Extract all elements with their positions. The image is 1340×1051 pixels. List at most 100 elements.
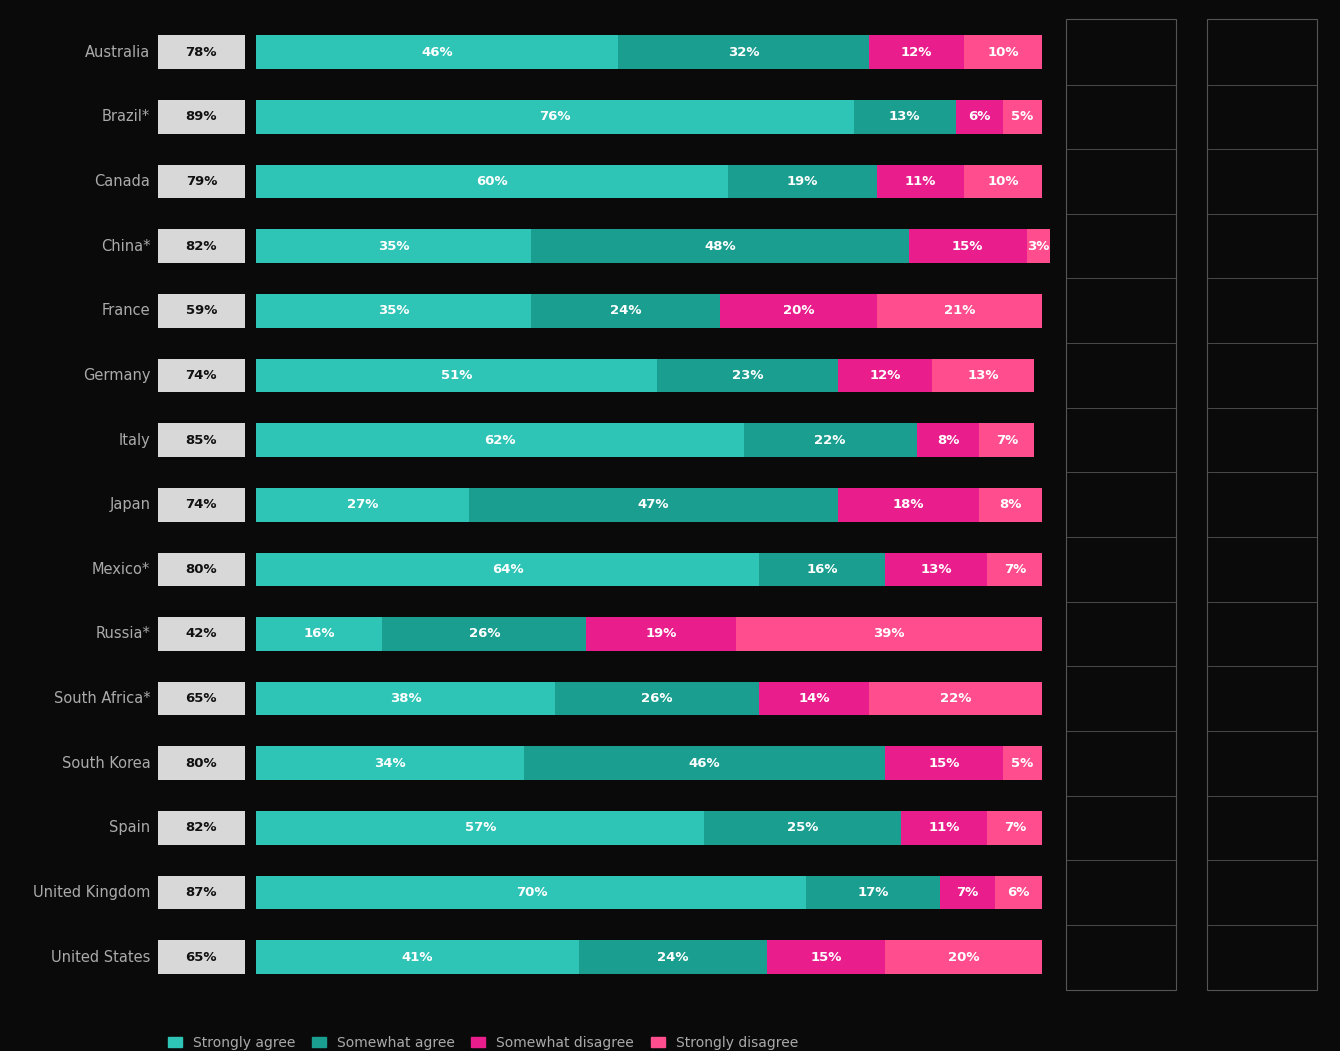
- Text: China*: China*: [100, 239, 150, 253]
- Bar: [256, 682, 555, 716]
- Text: 24%: 24%: [610, 305, 642, 317]
- Bar: [988, 553, 1043, 586]
- Text: 20%: 20%: [783, 305, 815, 317]
- FancyBboxPatch shape: [158, 811, 245, 845]
- Bar: [878, 165, 963, 199]
- Text: 39%: 39%: [874, 627, 905, 640]
- Text: 41%: 41%: [402, 951, 433, 964]
- Text: 80%: 80%: [185, 563, 217, 576]
- Text: 23%: 23%: [732, 369, 764, 382]
- Bar: [579, 941, 768, 974]
- Text: 10%: 10%: [988, 174, 1018, 188]
- Text: 74%: 74%: [186, 498, 217, 511]
- Text: 89%: 89%: [186, 110, 217, 123]
- Bar: [917, 424, 980, 457]
- Text: 7%: 7%: [1004, 563, 1026, 576]
- FancyBboxPatch shape: [158, 165, 245, 199]
- Text: 82%: 82%: [186, 240, 217, 252]
- Text: 65%: 65%: [186, 693, 217, 705]
- Text: 80%: 80%: [185, 757, 217, 769]
- FancyBboxPatch shape: [158, 553, 245, 586]
- Text: 7%: 7%: [1004, 822, 1026, 834]
- Text: 27%: 27%: [347, 498, 378, 511]
- Bar: [980, 488, 1043, 521]
- Bar: [933, 358, 1034, 392]
- Bar: [900, 811, 988, 845]
- FancyBboxPatch shape: [158, 229, 245, 263]
- Bar: [657, 358, 838, 392]
- Bar: [587, 617, 736, 651]
- Bar: [256, 488, 469, 521]
- Bar: [532, 294, 720, 328]
- Text: 25%: 25%: [787, 822, 819, 834]
- Bar: [256, 811, 705, 845]
- Text: 16%: 16%: [303, 627, 335, 640]
- Bar: [878, 294, 1043, 328]
- Text: 11%: 11%: [929, 822, 959, 834]
- Bar: [256, 424, 744, 457]
- FancyBboxPatch shape: [158, 294, 245, 328]
- Text: 22%: 22%: [815, 434, 846, 447]
- Text: United Kingdom: United Kingdom: [34, 885, 150, 900]
- Bar: [1002, 746, 1043, 780]
- Text: 26%: 26%: [642, 693, 673, 705]
- Text: 78%: 78%: [186, 45, 217, 59]
- Bar: [705, 811, 900, 845]
- FancyBboxPatch shape: [158, 424, 245, 457]
- FancyBboxPatch shape: [158, 746, 245, 780]
- Text: 15%: 15%: [951, 240, 984, 252]
- Bar: [256, 165, 728, 199]
- Bar: [870, 682, 1043, 716]
- Text: South Korea: South Korea: [62, 756, 150, 770]
- Bar: [256, 358, 657, 392]
- Bar: [256, 294, 532, 328]
- Text: Japan: Japan: [110, 497, 150, 512]
- Text: 82%: 82%: [186, 822, 217, 834]
- Text: 12%: 12%: [900, 45, 933, 59]
- Text: 8%: 8%: [937, 434, 959, 447]
- Text: Mexico*: Mexico*: [92, 562, 150, 577]
- Text: 35%: 35%: [378, 305, 410, 317]
- Text: 14%: 14%: [799, 693, 829, 705]
- Bar: [768, 941, 886, 974]
- Text: Brazil*: Brazil*: [102, 109, 150, 124]
- Text: 59%: 59%: [186, 305, 217, 317]
- Bar: [807, 875, 941, 909]
- Bar: [886, 941, 1043, 974]
- Bar: [256, 875, 807, 909]
- Bar: [256, 941, 579, 974]
- Bar: [1026, 229, 1051, 263]
- Text: 19%: 19%: [646, 627, 677, 640]
- Bar: [736, 617, 1043, 651]
- Bar: [996, 875, 1043, 909]
- Text: 57%: 57%: [465, 822, 496, 834]
- Text: 13%: 13%: [967, 369, 1000, 382]
- Text: 15%: 15%: [929, 757, 959, 769]
- Text: 70%: 70%: [516, 886, 547, 899]
- FancyBboxPatch shape: [158, 941, 245, 974]
- Text: 26%: 26%: [469, 627, 500, 640]
- Text: 34%: 34%: [374, 757, 406, 769]
- Bar: [760, 553, 886, 586]
- Bar: [760, 682, 870, 716]
- Text: 6%: 6%: [1008, 886, 1030, 899]
- FancyBboxPatch shape: [158, 358, 245, 392]
- Bar: [744, 424, 917, 457]
- Bar: [988, 811, 1043, 845]
- Bar: [838, 488, 980, 521]
- Bar: [524, 746, 886, 780]
- Bar: [720, 294, 878, 328]
- Text: Italy: Italy: [118, 433, 150, 448]
- Text: 35%: 35%: [378, 240, 410, 252]
- Text: 62%: 62%: [484, 434, 516, 447]
- Bar: [854, 100, 955, 133]
- Text: South Africa*: South Africa*: [54, 692, 150, 706]
- Bar: [963, 36, 1043, 69]
- Text: 13%: 13%: [921, 563, 951, 576]
- Text: 13%: 13%: [888, 110, 921, 123]
- Legend: Strongly agree, Somewhat agree, Somewhat disagree, Strongly disagree: Strongly agree, Somewhat agree, Somewhat…: [162, 1030, 804, 1051]
- Bar: [870, 36, 963, 69]
- Text: 8%: 8%: [1000, 498, 1022, 511]
- FancyBboxPatch shape: [158, 875, 245, 909]
- Bar: [555, 682, 760, 716]
